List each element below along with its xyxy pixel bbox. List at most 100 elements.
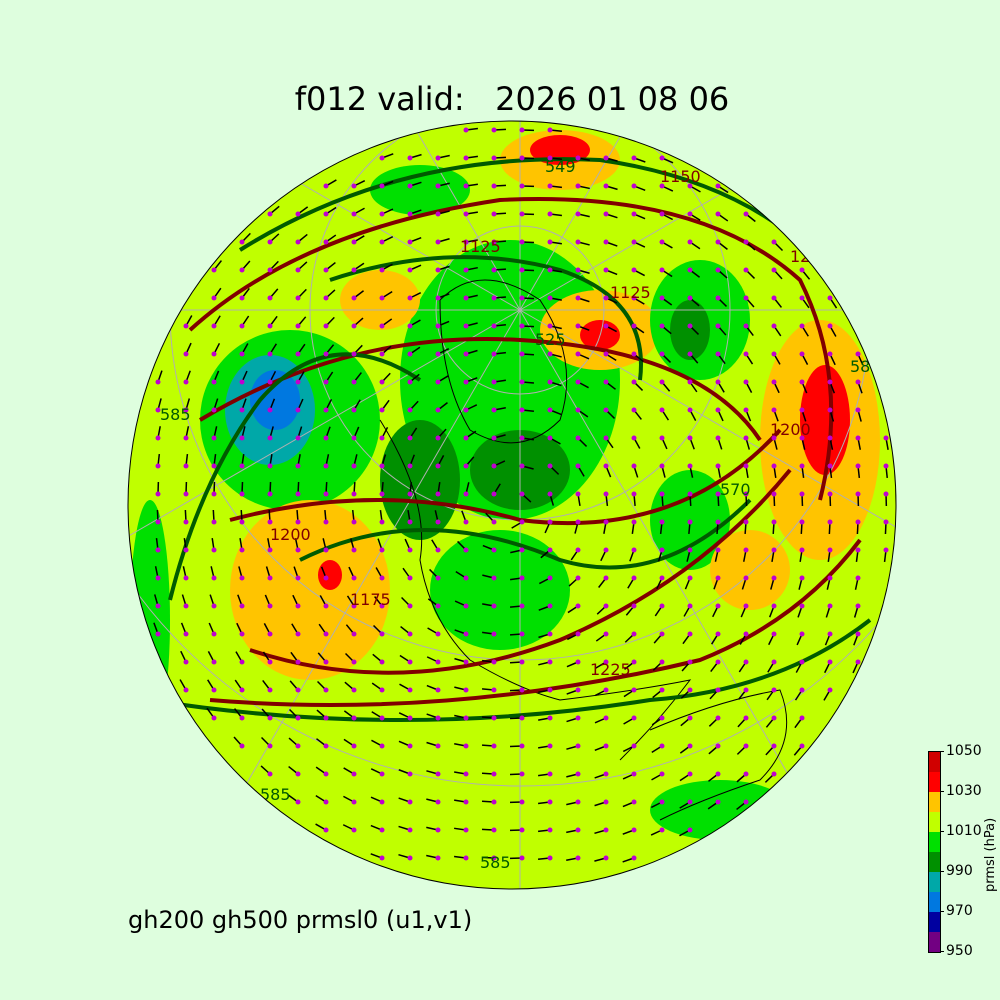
wind-barb-dot [491, 855, 497, 861]
wind-barb-dot [603, 715, 609, 721]
wind-barb-dot [603, 407, 609, 413]
wind-barb-dot [435, 547, 441, 553]
wind-barb-dot [267, 631, 273, 637]
pressure-region [370, 165, 470, 215]
wind-barb-dot [519, 239, 525, 245]
wind-barb-dot [659, 603, 665, 609]
wind-barb-dot [491, 631, 497, 637]
wind-barb-dot [407, 463, 413, 469]
wind-barb-dot [155, 631, 161, 637]
wind-barb-dot [323, 407, 329, 413]
wind-barb-dot [323, 659, 329, 665]
contour-label: 1225 [590, 660, 631, 679]
wind-barb-dot [687, 715, 693, 721]
wind-barb-dot [491, 799, 497, 805]
pressure-region [250, 370, 300, 430]
wind-barb-dot [491, 267, 497, 273]
wind-barb-dot [211, 379, 217, 385]
wind-barb-dot [491, 715, 497, 721]
wind-barb-dot [519, 659, 525, 665]
wind-barb-dot [267, 603, 273, 609]
wind-barb-dot [799, 295, 805, 301]
wind-barb-dot [407, 407, 413, 413]
map-title: f012 valid: 2026 01 08 06 [294, 80, 730, 118]
wind-barb-dot [659, 659, 665, 665]
wind-barb-dot [239, 239, 245, 245]
wind-barb-dot [267, 267, 273, 273]
wind-barb-dot [575, 799, 581, 805]
wind-barb-dot [323, 631, 329, 637]
wind-barb-dot [379, 323, 385, 329]
wind-barb-dot [239, 575, 245, 581]
wind-barb-dot [435, 519, 441, 525]
wind-barb-dot [547, 827, 553, 833]
wind-barb-dot [379, 743, 385, 749]
wind-barb-dot [603, 379, 609, 385]
wind-barb-dot [771, 323, 777, 329]
meridian [219, 309, 521, 830]
wind-barb-dot [771, 351, 777, 357]
wind-barb-dot [547, 575, 553, 581]
contour-label: 1150 [660, 167, 701, 186]
contour-label: 1175 [350, 590, 391, 609]
wind-barb-dot [547, 799, 553, 805]
wind-barb-dot [743, 771, 749, 777]
wind-barb-dot [463, 183, 469, 189]
height-contour [198, 337, 762, 442]
wind-barb-dot [659, 827, 665, 833]
wind-barb-dot [603, 155, 609, 161]
wind-barb-dot [771, 743, 777, 749]
wind-barb-dot [547, 351, 553, 357]
wind-barb-dot [575, 603, 581, 609]
wind-barb-dot [687, 771, 693, 777]
wind-barb-dot [491, 463, 497, 469]
wind-barb-dot [519, 379, 525, 385]
wind-barb-dot [463, 127, 469, 133]
wind-barb-dot [211, 267, 217, 273]
wind-barb-dot [715, 435, 721, 441]
wind-barb-dot [771, 547, 777, 553]
colorbar-label: prmsl (hPa) [983, 817, 998, 892]
wind-barb-dot [407, 491, 413, 497]
wind-barb-dot [295, 659, 301, 665]
wind-barb-dot [603, 295, 609, 301]
wind-barb-dot [407, 267, 413, 273]
wind-barb-dot [687, 827, 693, 833]
contour-label: 1125 [460, 237, 501, 256]
wind-barb-dot [715, 771, 721, 777]
wind-barb-dot [463, 463, 469, 469]
wind-barb-dot [855, 463, 861, 469]
wind-barb-dot [463, 743, 469, 749]
wind-barb-dot [883, 435, 889, 441]
wind-barb-dot [575, 323, 581, 329]
wind-barb-dot [295, 519, 301, 525]
height-contour [168, 352, 422, 601]
wind-barb-dot [855, 547, 861, 553]
wind-barb-dot [351, 631, 357, 637]
meridian [128, 309, 521, 611]
wind-barb-dot [463, 547, 469, 553]
wind-barb-dot [379, 435, 385, 441]
wind-barb-dot [211, 351, 217, 357]
wind-barb-dot [659, 799, 665, 805]
wind-barb-dot [183, 687, 189, 693]
wind-barb-dot [743, 379, 749, 385]
wind-barb-dot [435, 351, 441, 357]
wind-barb-dot [351, 407, 357, 413]
wind-barb-dot [715, 211, 721, 217]
wind-barb-dot [547, 715, 553, 721]
wind-barb-dot [407, 575, 413, 581]
wind-barb-dot [547, 519, 553, 525]
wind-barb-dot [519, 463, 525, 469]
wind-barb-dot [575, 519, 581, 525]
wind-barb-dot [183, 575, 189, 581]
colorbar-tick: 1050 [940, 743, 982, 759]
wind-barb-dot [603, 211, 609, 217]
wind-barb-dot [351, 211, 357, 217]
colorbar-tick: 970 [940, 903, 973, 919]
wind-barb-dot [715, 183, 721, 189]
wind-barb-dot [547, 659, 553, 665]
wind-barb-dot [407, 799, 413, 805]
wind-barb-dot [295, 771, 301, 777]
wind-barb-dot [379, 631, 385, 637]
